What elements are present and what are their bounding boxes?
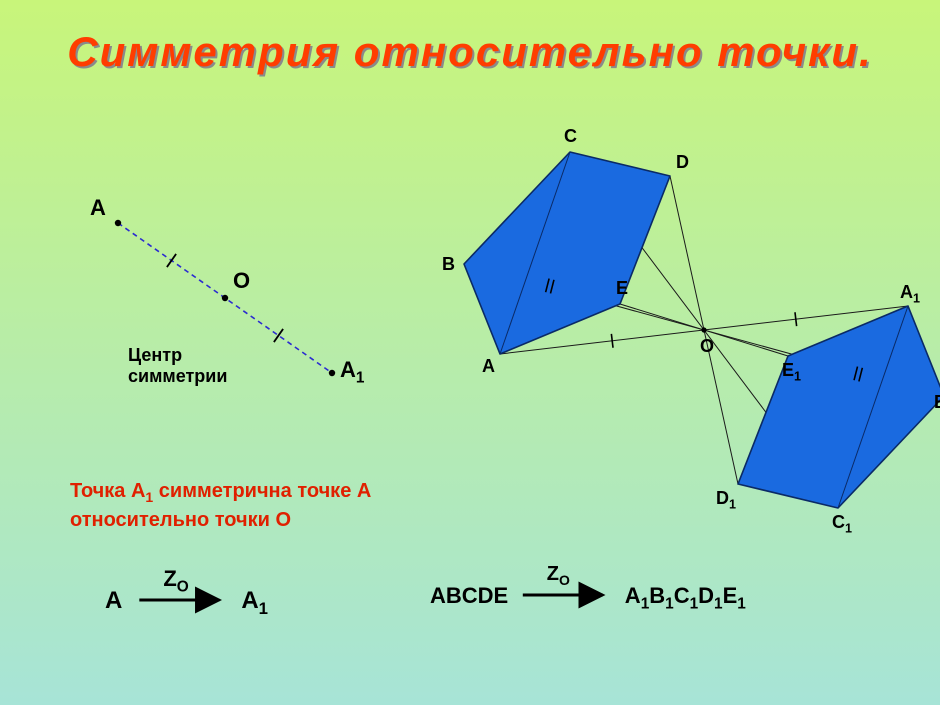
stage: Симметрия относительно точки.AOA1Центрси… — [0, 0, 940, 705]
point-A1 — [329, 370, 335, 376]
point-O — [222, 295, 228, 301]
symmetry-statement: Точка A1 симметрична точке Aотносительно… — [70, 478, 371, 534]
point-A — [115, 220, 121, 226]
